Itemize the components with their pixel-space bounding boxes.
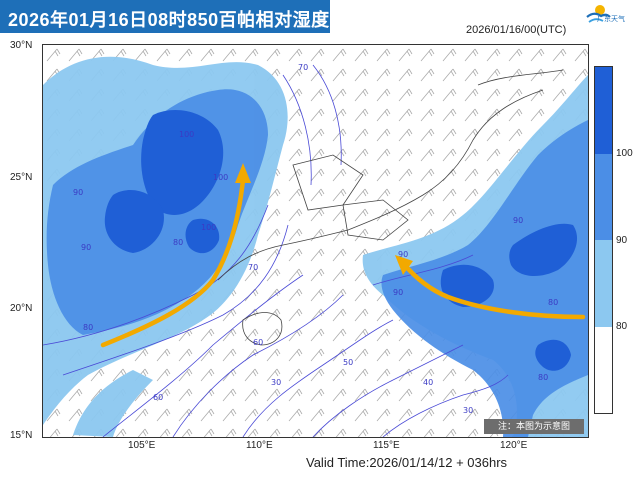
contour-label: 50 [343, 358, 353, 367]
colorbar-80 [595, 240, 612, 327]
colorbar-90 [595, 154, 612, 240]
contour-label: 40 [423, 378, 433, 387]
contour-label: 100 [213, 173, 228, 182]
colorbar-label: 100 [616, 148, 633, 159]
contour-label: 100 [201, 223, 216, 232]
moisture-arrow-east [395, 255, 586, 320]
rh-100-area [104, 110, 578, 371]
contour-label: 60 [253, 338, 263, 347]
lat-label: 30°N [10, 40, 33, 51]
contour-label: 30 [463, 406, 473, 415]
colorbar-100 [595, 67, 612, 154]
contour-label: 80 [173, 238, 183, 247]
disclaimer-note: 注：本图为示意图 [484, 419, 584, 434]
contour-label: 80 [83, 323, 93, 332]
title-bar: 2026年01月16日08时850百帕相对湿度 [0, 0, 330, 33]
init-time: 2026/01/16/00(UTC) [466, 24, 567, 36]
logo-text: 广东天气 [597, 16, 625, 23]
guangdong-weather-logo-icon [586, 5, 611, 23]
contour-label: 90 [73, 188, 83, 197]
contour-label: 80 [548, 298, 558, 307]
contour-labels: 100 100 100 90 90 90 90 90 80 80 80 80 7… [73, 63, 558, 415]
contour-label: 100 [179, 130, 194, 139]
lon-label: 120°E [500, 440, 528, 451]
colorbar [594, 66, 613, 414]
rh-contours [43, 64, 509, 437]
contour-label: 90 [513, 216, 523, 225]
contour-label: 30 [271, 378, 281, 387]
contour-label: 90 [393, 288, 403, 297]
coastline [217, 69, 564, 346]
moisture-arrow-west [100, 163, 251, 348]
lat-label: 15°N [10, 430, 33, 441]
contour-label: 90 [81, 243, 91, 252]
lat-label: 25°N [10, 172, 33, 183]
contour-label: 60 [153, 393, 163, 402]
lat-label: 20°N [10, 303, 33, 314]
rh-map: 100 100 100 90 90 90 90 90 80 80 80 80 7… [43, 45, 588, 437]
contour-label: 80 [538, 373, 548, 382]
contour-label: 70 [298, 63, 308, 72]
valid-time: Valid Time:2026/01/14/12 + 036hrs [306, 455, 508, 470]
colorbar-below-80 [595, 327, 612, 413]
lon-label: 105°E [128, 440, 156, 451]
contour-label: 70 [248, 263, 258, 272]
contour-label: 90 [398, 250, 408, 259]
colorbar-label: 90 [616, 235, 628, 246]
lon-label: 110°E [246, 440, 273, 451]
map-title: 2026年01月16日08时850百帕相对湿度 [8, 10, 330, 30]
lon-label: 115°E [373, 440, 400, 451]
map-panel: 100 100 100 90 90 90 90 90 80 80 80 80 7… [42, 44, 589, 438]
colorbar-label: 80 [616, 321, 628, 332]
